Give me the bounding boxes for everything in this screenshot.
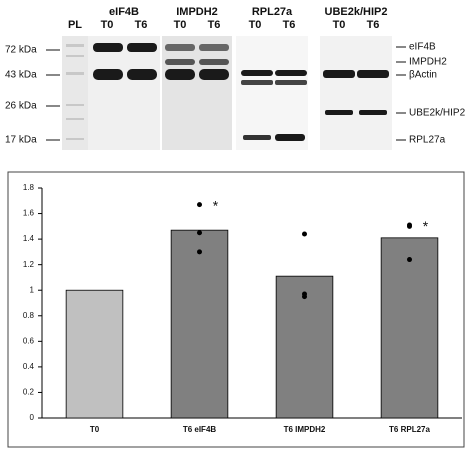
y-tick-label: 1.8 [23, 183, 35, 192]
size-marker: 72 kDa [5, 45, 37, 56]
band-label: IMPDH2 [409, 57, 447, 68]
replicate-point [197, 230, 202, 236]
x-tick-label: T6 eIF4B [183, 425, 217, 434]
x-tick-label: T6 RPL27a [389, 425, 430, 434]
lane-label: T6 [283, 19, 296, 31]
replicate-point [302, 231, 307, 237]
replicate-point [197, 202, 202, 208]
y-tick-label: 1 [30, 285, 35, 294]
bar [275, 275, 334, 419]
y-tick-label: 0.4 [23, 362, 35, 371]
band-label: UBE2k/HIP2 [409, 108, 466, 119]
size-marker: 43 kDa [5, 70, 37, 81]
band-label: βActin [409, 70, 437, 81]
panel-title: RPL27a [252, 6, 293, 18]
chart-frame [7, 171, 465, 448]
size-marker: 17 kDa [5, 135, 37, 146]
blot-images [46, 36, 406, 150]
bar [65, 289, 124, 419]
band-label: RPL27a [409, 135, 446, 146]
panel-title: UBE2k/HIP2 [325, 6, 388, 18]
y-tick-label: 1.2 [23, 260, 35, 269]
panel-title: IMPDH2 [176, 6, 218, 18]
lane-label: T0 [101, 19, 114, 31]
lane-label: T0 [333, 19, 346, 31]
x-tick-label: T0 [90, 425, 100, 434]
bar [170, 229, 229, 419]
marker-lane: PL [68, 19, 82, 31]
lane-label: T6 [208, 19, 221, 31]
y-tick-label: 0.6 [23, 336, 35, 345]
size-marker: 26 kDa [5, 101, 37, 112]
replicate-point [197, 249, 202, 255]
replicate-point [302, 294, 307, 300]
replicate-point [407, 257, 412, 263]
x-tick-label: T6 IMPDH2 [284, 425, 326, 434]
panel-title: eIF4B [109, 6, 139, 18]
lane-label: T0 [174, 19, 187, 31]
band-label: eIF4B [409, 42, 436, 53]
significance-mark: * [423, 218, 429, 234]
lane-label: T0 [249, 19, 262, 31]
y-tick-label: 1.6 [23, 209, 35, 218]
y-tick-label: 0.2 [23, 388, 35, 397]
y-tick-label: 0 [30, 413, 35, 422]
lane-label: T6 [367, 19, 380, 31]
y-tick-label: 1.4 [23, 234, 35, 243]
significance-mark: * [213, 197, 219, 213]
bar [380, 237, 439, 419]
replicate-point [407, 223, 412, 229]
lane-label: T6 [135, 19, 148, 31]
y-tick-label: 0.8 [23, 311, 35, 320]
